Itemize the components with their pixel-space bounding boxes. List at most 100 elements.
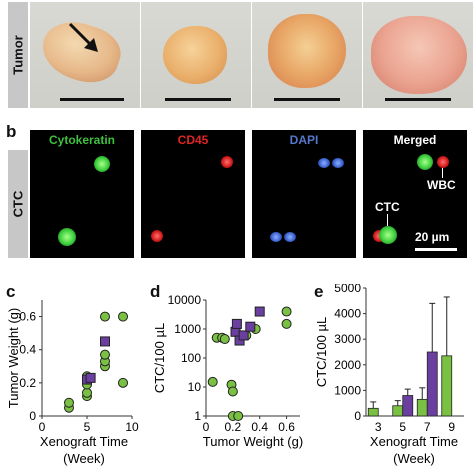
bar	[392, 405, 404, 417]
x-tick-label: 9	[448, 420, 455, 434]
x-tick-label: 0	[39, 420, 46, 434]
x-tick-label: 5	[399, 420, 406, 434]
x-tick-label: 0.2	[225, 420, 242, 434]
x-axis-label-unit: (Week)	[393, 451, 435, 466]
x-axis-label-unit: (Week)	[63, 451, 105, 466]
tile-cytokeratin	[30, 150, 134, 258]
ctc-cell-green	[417, 154, 433, 170]
bar	[367, 407, 379, 417]
x-tick-label: 0	[203, 420, 210, 434]
tile-cd45	[141, 150, 245, 258]
scale-bar-label: 20 µm	[415, 230, 450, 244]
panel-letter-c: c	[6, 282, 16, 301]
data-point-circle	[100, 311, 110, 322]
tile-header-dapi: DAPI	[252, 130, 356, 150]
x-tick-label: 5	[84, 420, 91, 434]
y-axis-label: CTC/100 µL	[152, 323, 167, 393]
y-axis-label: Tumor Weight (g)	[6, 308, 21, 408]
data-point-circle	[207, 376, 218, 387]
x-tick-label: 7	[424, 420, 431, 434]
nucleus-blue	[318, 158, 330, 168]
ctc-annotation: CTC	[375, 200, 400, 214]
data-point-square	[231, 318, 242, 329]
y-tick-label: 0	[29, 409, 36, 423]
y-tick-label: 4000	[334, 307, 361, 321]
x-axis-label: Tumor Weight (g)	[203, 434, 303, 449]
tile-dapi	[252, 150, 356, 258]
ctc-row-label: CTC	[8, 150, 28, 258]
data-point-circle	[118, 377, 128, 388]
data-point-circle	[281, 318, 292, 329]
y-tick-label: 0.2	[19, 376, 36, 390]
data-point-circle	[118, 311, 128, 322]
ctc-cell-green	[379, 226, 397, 244]
scale-bar	[415, 248, 457, 251]
tumor-photo-3	[252, 2, 362, 108]
wbc-pointer	[442, 168, 443, 178]
panel-letter-e: e	[314, 282, 324, 301]
tile-header-merged: Merged	[363, 130, 467, 150]
y-tick-label: 100	[181, 351, 201, 365]
panel-letter-d: d	[150, 282, 161, 301]
y-tick-label: 0.6	[19, 310, 36, 324]
tumor-photo-4	[363, 2, 473, 108]
data-point-square	[100, 336, 110, 347]
x-tick-label: 10	[125, 420, 139, 434]
tumor-photo-2	[141, 2, 251, 108]
y-tick-label: 0.4	[19, 343, 36, 357]
x-tick-label: 0.4	[251, 420, 268, 434]
nucleus-blue	[284, 232, 296, 242]
scale-bar	[385, 98, 451, 101]
tile-header-cd45: CD45	[141, 130, 245, 150]
data-point-square	[85, 372, 96, 383]
scale-bar	[60, 98, 124, 101]
panel-letter-b: b	[6, 122, 17, 141]
scale-bar	[165, 98, 231, 101]
arrow-icon	[68, 22, 98, 52]
wbc-cell-red	[151, 230, 163, 242]
y-tick-label: 1000	[334, 383, 361, 397]
y-tick-label: 1	[194, 409, 201, 423]
x-axis-label: Xenograft Time	[40, 434, 128, 449]
data-point-square	[238, 330, 249, 341]
tile-header-cytokeratin: Cytokeratin	[30, 130, 134, 150]
data-point-circle	[64, 397, 74, 408]
wbc-cell-red	[437, 156, 449, 168]
bar	[441, 355, 453, 417]
data-point-circle	[233, 411, 244, 421]
y-tick-label: 5000	[334, 284, 361, 295]
data-point-circle	[281, 306, 292, 317]
y-tick-label: 1000	[174, 322, 201, 336]
data-point-circle	[219, 334, 230, 345]
wbc-cell-red	[221, 156, 233, 168]
bar	[416, 398, 428, 417]
y-tick-label: 3000	[334, 332, 361, 346]
nucleus-blue	[332, 158, 344, 168]
y-tick-label: 10	[188, 380, 202, 394]
x-tick-label: 0.6	[278, 420, 295, 434]
x-tick-label: 3	[375, 420, 382, 434]
y-tick-label: 10000	[168, 293, 202, 307]
data-point-circle	[100, 349, 110, 360]
nucleus-blue	[270, 232, 282, 242]
data-point-square	[254, 306, 265, 317]
bar	[402, 395, 414, 417]
tumor-row-label: Tumor	[8, 2, 28, 108]
ctc-pointer	[387, 214, 388, 228]
y-axis-label: CTC/100 µL	[314, 317, 329, 387]
ctc-cell-green	[58, 228, 76, 246]
wbc-annotation: WBC	[427, 178, 456, 192]
y-tick-label: 0	[354, 409, 361, 423]
x-axis-label: Xenograft Time	[370, 434, 458, 449]
bar	[426, 351, 438, 417]
ctc-cell-green	[94, 156, 110, 172]
data-point-square	[245, 321, 256, 332]
scale-bar	[274, 98, 340, 101]
y-tick-label: 2000	[334, 358, 361, 372]
tile-merged: WBC CTC 20 µm	[363, 150, 467, 258]
data-point-circle	[82, 387, 92, 398]
data-point-circle	[227, 386, 238, 397]
